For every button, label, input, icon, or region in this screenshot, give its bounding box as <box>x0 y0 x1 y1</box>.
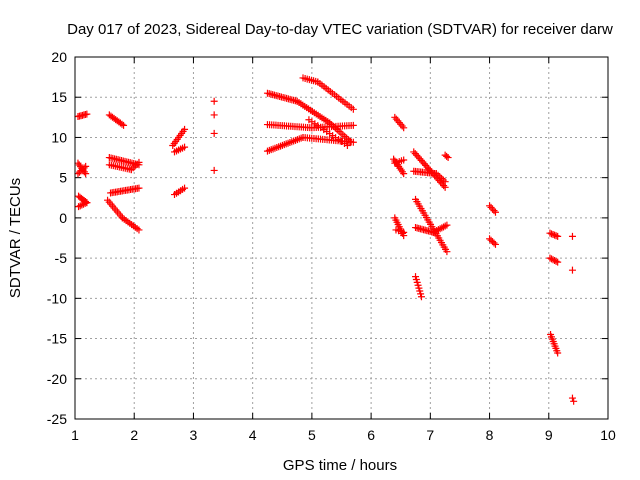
data-point <box>76 202 84 210</box>
data-point <box>135 158 143 166</box>
data-point <box>118 120 126 128</box>
data-point <box>419 158 427 166</box>
data-point <box>82 162 90 170</box>
chart-title: Day 017 of 2023, Sidereal Day-to-day VTE… <box>67 21 613 38</box>
data-point <box>400 156 408 164</box>
y-tick-label: -25 <box>47 411 67 427</box>
data-point <box>443 152 451 160</box>
x-tick-label: 8 <box>486 427 494 443</box>
data-point <box>416 155 424 163</box>
y-tick-label: -5 <box>55 250 68 266</box>
data-point <box>570 397 578 405</box>
data-point <box>551 257 559 265</box>
x-tick-label: 10 <box>600 427 616 443</box>
data-point <box>343 141 351 149</box>
data-point <box>491 208 499 216</box>
data-point <box>549 230 557 238</box>
data-point <box>422 161 430 169</box>
y-tick-label: 20 <box>51 49 67 65</box>
data-point <box>568 394 576 402</box>
axis-ticks: 1 2 3 4 5 6 7 8 9 10 -25 -20 -15 -10 -5 0 5 10 15 20 <box>47 49 616 443</box>
data-point <box>349 121 357 129</box>
y-tick-label: 0 <box>59 210 67 226</box>
data-point <box>181 143 189 151</box>
data-point <box>78 201 86 209</box>
x-tick-label: 9 <box>545 427 553 443</box>
grid-lines <box>75 57 608 419</box>
data-point <box>568 232 576 240</box>
data-points <box>74 74 578 405</box>
data-point <box>413 151 421 159</box>
data-point <box>486 202 494 210</box>
data-point <box>551 231 559 239</box>
y-tick-label: -10 <box>47 290 67 306</box>
data-point <box>210 129 218 137</box>
data-point <box>81 199 89 207</box>
x-axis-label: GPS time / hours <box>283 457 397 474</box>
data-point <box>83 199 91 207</box>
data-point <box>487 203 495 211</box>
data-point <box>552 257 560 265</box>
x-tick-label: 6 <box>367 427 375 443</box>
data-point <box>549 256 557 264</box>
data-point <box>425 165 433 173</box>
data-point <box>80 200 88 208</box>
x-tick-label: 1 <box>71 427 79 443</box>
data-point <box>443 248 451 256</box>
x-tick-label: 4 <box>249 427 257 443</box>
y-tick-label: 10 <box>51 129 67 145</box>
x-tick-label: 5 <box>308 427 316 443</box>
x-tick-label: 7 <box>426 427 434 443</box>
data-point <box>490 239 498 247</box>
data-point <box>552 232 560 240</box>
data-point <box>554 232 562 240</box>
data-point <box>554 349 562 357</box>
data-point <box>417 293 425 301</box>
data-point <box>181 184 189 192</box>
data-point <box>568 266 576 274</box>
data-point <box>75 203 83 211</box>
data-point <box>410 148 418 156</box>
data-point <box>82 170 90 178</box>
data-point <box>489 205 497 213</box>
data-point <box>349 138 357 146</box>
data-point <box>444 154 452 162</box>
x-tick-label: 2 <box>130 427 138 443</box>
data-point <box>210 97 218 105</box>
data-point <box>554 258 562 266</box>
data-point <box>210 111 218 119</box>
data-point <box>400 124 408 132</box>
y-tick-label: -20 <box>47 371 67 387</box>
y-tick-label: 5 <box>59 170 67 186</box>
data-point <box>546 254 554 262</box>
data-point <box>548 255 556 263</box>
data-point <box>135 226 143 234</box>
data-point <box>441 222 449 230</box>
data-point <box>441 178 449 186</box>
data-point <box>443 221 451 229</box>
data-point <box>135 184 143 192</box>
data-point <box>80 164 88 172</box>
data-point <box>490 207 498 215</box>
x-tick-label: 3 <box>190 427 198 443</box>
plot-frame <box>74 56 609 420</box>
data-point <box>210 166 218 174</box>
data-point <box>400 228 408 236</box>
data-point <box>417 156 425 164</box>
data-point <box>181 125 189 133</box>
y-tick-label: 15 <box>51 89 67 105</box>
data-point <box>120 121 128 129</box>
data-point <box>491 240 499 248</box>
data-point <box>548 230 556 238</box>
y-axis-label: SDTVAR / TECUs <box>7 178 24 298</box>
data-point <box>414 153 422 161</box>
data-point <box>83 110 91 118</box>
data-point <box>546 229 554 237</box>
data-point <box>420 160 428 168</box>
data-point <box>400 170 408 178</box>
y-tick-label: -15 <box>47 331 67 347</box>
data-point <box>411 150 419 158</box>
data-point <box>349 105 357 113</box>
